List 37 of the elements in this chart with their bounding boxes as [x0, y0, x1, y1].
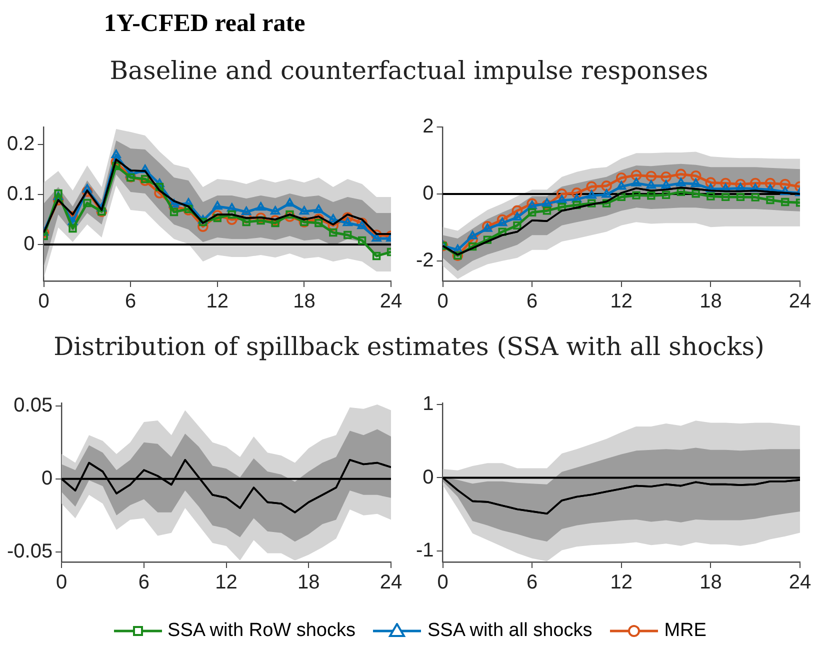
y-tick-label: -0.05	[6, 540, 53, 562]
chart-subtitle: Baseline and counterfactual impulse responses	[108, 56, 710, 85]
y-tick-label: 1	[422, 392, 434, 415]
x-tick-label: 0	[437, 572, 448, 594]
x-tick-label: 12	[215, 572, 238, 594]
y-tick-label: 0	[24, 233, 35, 256]
y-tick-label: 0.05	[14, 394, 53, 416]
x-tick-label: 0	[437, 290, 448, 313]
chart-title: 1Y-CFED real rate	[102, 10, 306, 38]
legend-label: SSA with RoW shocks	[168, 620, 356, 642]
y-tick-label: 0.2	[6, 133, 35, 156]
x-tick-label: 24	[788, 572, 812, 594]
x-tick-label: 12	[610, 572, 633, 594]
x-tick-label: 18	[700, 572, 722, 594]
x-tick-label: 6	[526, 572, 538, 594]
x-tick-label: 24	[380, 290, 402, 313]
y-tick-label: 0	[41, 467, 53, 490]
legend-label: SSA with all shocks	[427, 620, 592, 642]
x-tick-label: 12	[206, 290, 229, 313]
x-tick-label: 18	[298, 572, 320, 594]
x-tick-label: 18	[700, 290, 722, 313]
x-tick-label: 12	[610, 290, 633, 313]
x-tick-label: 0	[56, 572, 68, 594]
y-tick-label: -2	[416, 249, 434, 272]
x-tick-label: 18	[293, 290, 316, 313]
y-tick-label: 0	[422, 182, 434, 204]
y-tick-label: 0.1	[6, 183, 35, 206]
x-tick-label: 24	[788, 290, 812, 313]
x-tick-label: 6	[526, 290, 538, 313]
legend-label: MRE	[664, 620, 706, 642]
y-tick-label: -1	[416, 540, 434, 562]
chart-subtitle: Distribution of spillback estimates (SSA with all shocks)	[52, 332, 766, 361]
x-tick-label: 24	[380, 572, 402, 594]
y-tick-label: 0	[422, 466, 434, 488]
x-tick-label: 6	[138, 572, 150, 594]
y-tick-label: 2	[422, 116, 434, 138]
x-tick-label: 6	[125, 290, 136, 313]
